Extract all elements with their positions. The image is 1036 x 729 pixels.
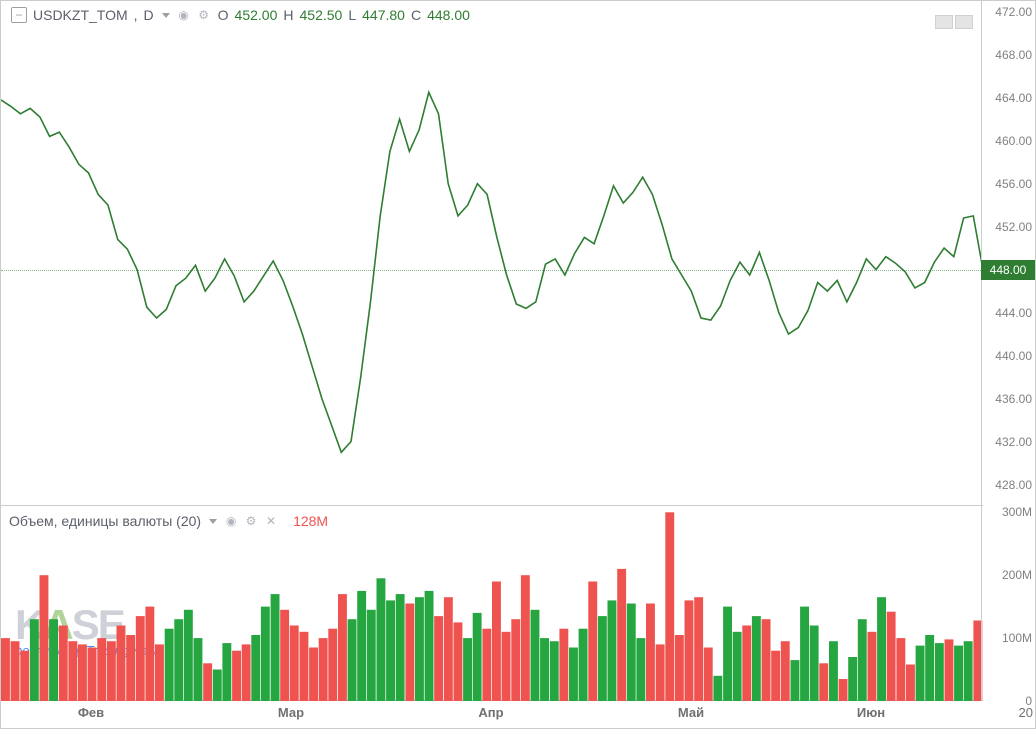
auto-button[interactable] — [955, 15, 973, 29]
ohlc-c-label: C — [411, 7, 421, 23]
volume-bars-svg — [1, 506, 983, 701]
x-month-label: Фев — [78, 705, 104, 720]
price-tick: 472.00 — [995, 5, 1032, 19]
ohlc-l-label: L — [348, 7, 356, 23]
price-tick: 452.00 — [995, 220, 1032, 234]
symbol-text[interactable]: USDKZT_TOM — [33, 7, 128, 23]
log-button[interactable] — [935, 15, 953, 29]
collapse-icon[interactable]: − — [11, 7, 27, 23]
volume-tick: 100M — [1002, 631, 1032, 645]
x-month-label: Июн — [857, 705, 885, 720]
symbol-sep: , — [134, 7, 138, 23]
volume-legend-label[interactable]: Объем, единицы валюты (20) — [9, 513, 201, 529]
volume-legend-value: 128M — [293, 513, 328, 529]
price-legend: − USDKZT_TOM, D ◉ ⚙ O 452.00 H 452.50 L … — [11, 7, 470, 23]
ohlc-c-value: 448.00 — [427, 7, 470, 23]
chart-container: − USDKZT_TOM, D ◉ ⚙ O 452.00 H 452.50 L … — [0, 0, 1036, 729]
volume-y-axis[interactable]: 0100M200M300M — [981, 506, 1035, 701]
volume-legend: Объем, единицы валюты (20) ◉ ⚙ ✕ 128M — [9, 513, 328, 529]
volume-tick: 300M — [1002, 505, 1032, 519]
close-icon[interactable]: ✕ — [263, 513, 279, 529]
current-price-line — [1, 270, 983, 271]
price-tick: 460.00 — [995, 134, 1032, 148]
scale-buttons — [935, 15, 973, 29]
price-tick: 468.00 — [995, 48, 1032, 62]
price-y-axis[interactable]: 428.00 432.00 436.00 440.00 444.00 448.00 452.… — [981, 1, 1035, 506]
x-month-label: Апр — [478, 705, 503, 720]
ohlc-h-value: 452.50 — [300, 7, 343, 23]
price-line-svg — [1, 1, 983, 506]
x-end-label: 20 — [1019, 705, 1033, 720]
price-tick: 432.00 — [995, 435, 1032, 449]
chevron-down-icon[interactable] — [209, 519, 217, 524]
price-tick: 436.00 — [995, 392, 1032, 406]
gear-icon[interactable]: ⚙ — [243, 513, 259, 529]
x-month-label: Мар — [278, 705, 304, 720]
ohlc-o-label: O — [218, 7, 229, 23]
eye-icon[interactable]: ◉ — [176, 7, 192, 23]
chevron-down-icon[interactable] — [162, 13, 170, 18]
ohlc-l-value: 447.80 — [362, 7, 405, 23]
price-tick: 456.00 — [995, 177, 1032, 191]
x-axis[interactable]: ФевМарАпрМайИюн20 — [1, 701, 983, 729]
ohlc-h-label: H — [283, 7, 293, 23]
price-tick: 444.00 — [995, 306, 1032, 320]
x-month-label: Май — [678, 705, 704, 720]
price-tick: 440.00 — [995, 349, 1032, 363]
price-tick: 464.00 — [995, 91, 1032, 105]
volume-tick: 200M — [1002, 568, 1032, 582]
price-pane[interactable] — [1, 1, 983, 506]
period-text[interactable]: D — [144, 7, 154, 23]
gear-icon[interactable]: ⚙ — [196, 7, 212, 23]
price-badge: 448.00 — [981, 260, 1035, 280]
volume-pane[interactable]: KASE powered by TradingView — [1, 506, 983, 701]
ohlc-o-value: 452.00 — [235, 7, 278, 23]
eye-icon[interactable]: ◉ — [223, 513, 239, 529]
price-tick: 428.00 — [995, 478, 1032, 492]
